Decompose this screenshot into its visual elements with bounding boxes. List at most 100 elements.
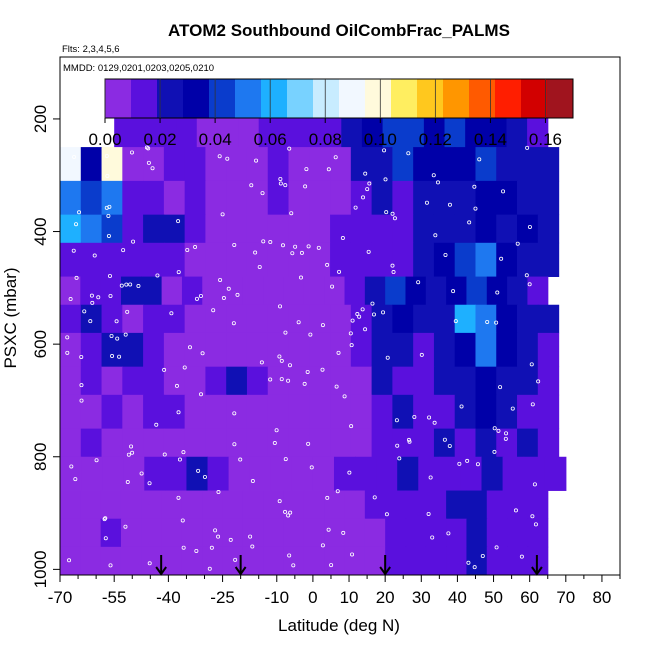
heatmap-cell xyxy=(418,456,440,491)
y-tick-label: 600 xyxy=(31,330,50,358)
sample-point xyxy=(280,243,285,248)
heatmap-cell xyxy=(413,147,435,182)
colorbar-swatch xyxy=(495,79,522,118)
heatmap-cell xyxy=(454,304,477,334)
heatmap-cell xyxy=(205,394,227,430)
sample-point xyxy=(536,379,541,384)
heatmap-cell xyxy=(184,180,207,216)
sample-point xyxy=(117,354,122,359)
sample-point xyxy=(110,354,115,359)
heatmap-cell xyxy=(263,490,285,520)
heatmap-cell xyxy=(517,366,539,396)
heatmap-cell xyxy=(60,428,82,458)
heatmap-cell xyxy=(205,366,227,396)
heatmap-cell xyxy=(371,304,393,334)
heatmap-cell xyxy=(181,546,203,576)
heatmap-cell xyxy=(350,332,373,368)
sample-point xyxy=(102,517,107,522)
heatmap-cell xyxy=(392,394,414,430)
heatmap-cell xyxy=(101,366,123,396)
x-tick-label: -25 xyxy=(210,588,235,607)
heatmap-cell xyxy=(267,180,290,216)
heatmap-cell xyxy=(291,456,314,491)
heatmap-cell xyxy=(226,147,248,182)
heatmap-cell xyxy=(263,518,285,548)
heatmap-cell xyxy=(309,428,331,458)
heatmap-cell xyxy=(226,214,248,244)
heatmap-cell xyxy=(537,394,560,430)
sample-point xyxy=(248,534,253,539)
sample-point xyxy=(326,527,331,532)
sample-point xyxy=(176,410,181,415)
sample-point xyxy=(390,263,395,268)
sample-point xyxy=(278,181,283,186)
colorbar-swatch xyxy=(261,79,288,118)
heatmap-cell xyxy=(242,546,264,576)
x-axis-label: Latitude (deg N) xyxy=(278,616,400,635)
sample-point xyxy=(475,462,480,467)
sample-point xyxy=(494,545,499,550)
heatmap-cell xyxy=(405,518,427,548)
heatmap-cell xyxy=(246,147,269,182)
sample-point xyxy=(427,415,432,420)
sample-point xyxy=(72,154,77,159)
heatmap-cell xyxy=(454,214,477,244)
heatmap-cell xyxy=(242,518,264,548)
sample-point xyxy=(333,155,338,160)
sample-point xyxy=(349,424,354,429)
heatmap-cell xyxy=(122,242,144,277)
heatmap-cell xyxy=(330,242,352,277)
sample-point xyxy=(325,262,330,267)
heatmap-cell xyxy=(143,332,165,368)
heatmap-cell xyxy=(184,214,207,244)
heatmap-cell xyxy=(392,332,414,368)
heatmap-cell xyxy=(184,428,207,458)
flights-label: Flts: 2,3,4,5,6 xyxy=(62,44,120,55)
heatmap-cell xyxy=(60,332,82,368)
x-tick-label: -70 xyxy=(48,588,73,607)
heatmap-cell xyxy=(163,366,186,396)
x-tick-label: -55 xyxy=(102,588,127,607)
heatmap-cell xyxy=(288,180,310,216)
heatmap-cell xyxy=(270,456,293,491)
sample-point xyxy=(287,553,292,558)
sample-point xyxy=(367,181,372,186)
arrow-head xyxy=(379,566,391,576)
heatmap-cell xyxy=(288,147,310,182)
heatmap-cell xyxy=(202,490,224,520)
sample-point xyxy=(305,369,310,374)
heatmap-cell xyxy=(143,428,165,458)
sample-point xyxy=(365,187,370,192)
sample-point xyxy=(283,509,288,514)
sample-point xyxy=(79,398,84,403)
sample-point xyxy=(200,351,205,356)
sample-point xyxy=(233,557,238,562)
sample-point xyxy=(283,457,288,462)
heatmap-cell xyxy=(475,332,497,368)
sample-point xyxy=(477,157,482,162)
sample-point xyxy=(130,450,135,455)
heatmap-cell xyxy=(433,428,456,458)
heatmap-cell xyxy=(330,366,352,396)
heatmap-cell xyxy=(371,214,393,244)
heatmap-cell xyxy=(60,366,82,396)
sample-point xyxy=(92,253,97,258)
colorbar-swatch xyxy=(521,79,548,118)
heatmap-cell xyxy=(350,366,373,396)
heatmap-cell xyxy=(496,304,518,334)
colorbar-swatch xyxy=(339,79,366,118)
sample-point xyxy=(340,236,345,241)
heatmap-cell xyxy=(226,394,248,430)
heatmap-cell xyxy=(184,304,207,334)
heatmap-cell xyxy=(413,366,435,396)
heatmap-cell xyxy=(344,276,366,306)
heatmap-cell xyxy=(267,147,290,182)
sample-point xyxy=(443,252,448,257)
heatmap-cell xyxy=(324,490,346,520)
sample-point xyxy=(79,354,84,359)
heatmap-cell xyxy=(161,518,183,548)
heatmap-cell xyxy=(161,490,183,520)
heatmap-cell xyxy=(433,147,456,182)
colorbar-tick-label: 0.04 xyxy=(199,130,232,149)
heatmap-cell xyxy=(100,546,122,576)
